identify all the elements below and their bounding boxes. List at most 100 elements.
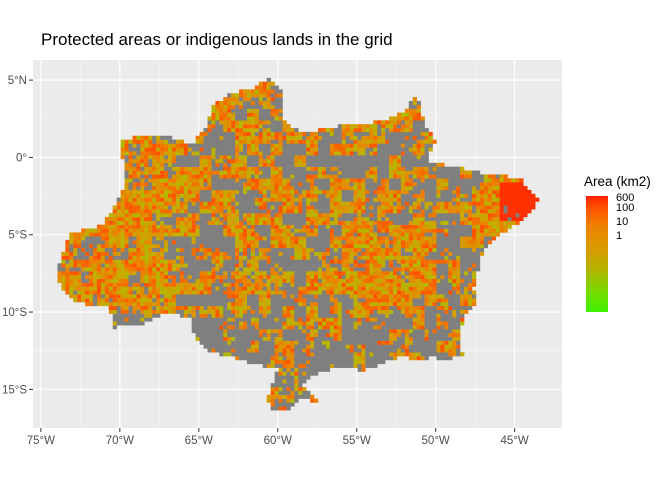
unprotected-cell [369,155,374,160]
protected-cell [282,205,287,210]
protected-cell [124,286,129,291]
unprotected-cell [385,321,390,326]
protected-cell [136,232,141,237]
protected-cell [227,124,232,129]
unprotected-cell [294,271,299,276]
unprotected-cell [318,139,323,144]
protected-cell [389,263,394,268]
unprotected-cell [243,205,248,210]
protected-cell [116,267,121,272]
protected-cell [385,205,390,210]
unprotected-cell [377,162,382,167]
protected-cell [175,147,181,152]
protected-cell [408,220,414,225]
protected-cell [211,201,216,206]
protected-cell [282,240,287,245]
protected-cell [377,197,382,202]
protected-cell [136,240,141,245]
unprotected-cell [160,244,165,249]
unprotected-cell [274,139,279,144]
unprotected-cell [266,321,271,326]
protected-cell [246,131,252,137]
protected-cell [365,263,370,268]
protected-cell [85,298,90,303]
protected-cell [179,220,185,225]
protected-cell [310,301,315,307]
protected-cell [128,151,133,156]
protected-cell [381,189,386,194]
protected-cell [183,228,188,233]
protected-cell [227,325,232,330]
unprotected-cell [357,332,362,338]
protected-cell [310,332,315,338]
protected-cell [381,294,386,299]
protected-cell [286,305,291,310]
protected-cell [286,344,291,349]
protected-cell [274,282,279,287]
unprotected-cell [164,162,169,167]
unprotected-cell [243,332,248,338]
protected-cell [160,147,165,152]
protected-cell [385,240,390,245]
unprotected-cell [175,274,181,280]
protected-cell [116,236,121,241]
unprotected-cell [373,228,378,233]
protected-cell [377,213,382,218]
unprotected-cell [246,356,252,361]
protected-cell [381,298,386,303]
unprotected-cell [345,305,350,310]
protected-cell [314,139,319,144]
protected-cell [262,135,267,140]
unprotected-cell [258,193,264,198]
protected-cell [100,224,106,229]
protected-cell [96,298,102,303]
unprotected-cell [365,325,370,330]
protected-cell [298,290,303,295]
unprotected-cell [227,143,232,148]
unprotected-cell [195,147,200,152]
unprotected-cell [270,352,275,357]
protected-cell [219,278,224,283]
protected-cell [160,236,165,241]
unprotected-cell [270,209,275,214]
protected-cell [393,120,398,125]
unprotected-cell [365,162,370,167]
protected-cell [302,321,307,326]
protected-cell [160,201,165,206]
protected-cell [104,294,110,299]
protected-cell [333,271,339,276]
protected-cell [353,193,358,198]
unprotected-cell [310,267,315,272]
protected-cell [124,294,129,299]
protected-cell [314,271,319,276]
unprotected-cell [286,247,291,252]
protected-cell [321,251,327,256]
protected-cell [164,271,169,276]
protected-cell [282,352,287,357]
unprotected-cell [195,143,200,148]
protected-cell [140,205,145,210]
protected-cell [211,189,216,194]
unprotected-cell [116,197,121,202]
unprotected-cell [274,209,279,214]
unprotected-cell [227,344,232,349]
protected-cell [345,309,350,314]
protected-cell [223,216,228,222]
protected-cell [353,359,358,365]
protected-cell [294,247,299,252]
unprotected-cell [203,340,208,345]
protected-cell [345,224,350,229]
protected-cell [329,228,335,233]
protected-cell [377,259,382,264]
protected-cell [104,224,110,229]
protected-cell [365,309,370,314]
protected-cell [329,131,335,137]
unprotected-cell [223,259,228,264]
protected-cell [404,189,410,194]
unprotected-cell [199,232,204,237]
protected-cell [215,116,220,121]
unprotected-cell [168,205,173,210]
unprotected-cell [321,182,327,187]
protected-cell [243,271,248,276]
protected-cell [385,228,390,233]
